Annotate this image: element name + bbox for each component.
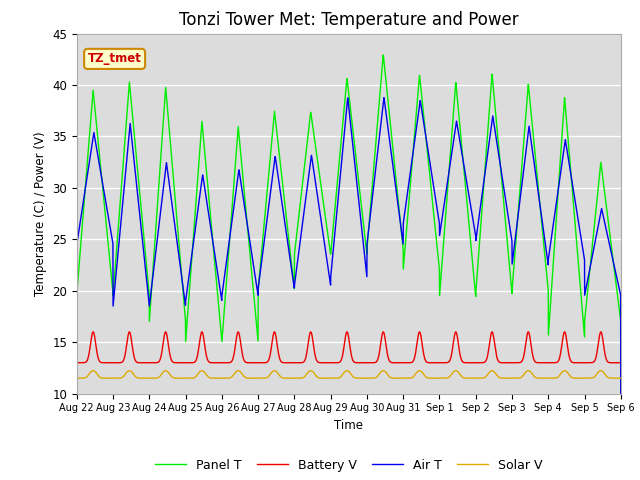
Air T (412, 133, 419, 139)
Air T (380, 95, 388, 100)
Panel T (412, 121, 419, 127)
Solar V (73, 375, 81, 381)
Battery V (90, 329, 97, 335)
Air T (565, 161, 573, 167)
Solar V (617, 375, 625, 381)
Air T (402, 202, 410, 207)
Battery V (617, 360, 625, 366)
Battery V (402, 360, 410, 366)
Battery V (73, 360, 81, 366)
Battery V (189, 360, 197, 365)
Line: Panel T: Panel T (77, 55, 621, 480)
X-axis label: Time: Time (334, 419, 364, 432)
Panel T (565, 151, 573, 156)
Panel T (225, 249, 232, 254)
Line: Battery V: Battery V (77, 332, 621, 363)
Air T (225, 242, 232, 248)
Battery V (565, 354, 573, 360)
Solar V (565, 372, 573, 378)
Battery V (412, 351, 419, 357)
Solar V (412, 372, 419, 377)
Line: Air T: Air T (77, 97, 621, 480)
Air T (73, 241, 81, 247)
Panel T (617, 316, 625, 322)
Solar V (617, 375, 625, 381)
Battery V (617, 360, 625, 366)
Panel T (402, 235, 410, 241)
Panel T (189, 234, 197, 240)
Y-axis label: Temperature (C) / Power (V): Temperature (C) / Power (V) (34, 132, 47, 296)
Air T (617, 292, 625, 298)
Solar V (189, 375, 197, 381)
Air T (189, 240, 197, 246)
Title: Tonzi Tower Met: Temperature and Power: Tonzi Tower Met: Temperature and Power (179, 11, 518, 29)
Legend: Panel T, Battery V, Air T, Solar V: Panel T, Battery V, Air T, Solar V (150, 454, 548, 477)
Solar V (402, 375, 410, 381)
Text: TZ_tmet: TZ_tmet (88, 52, 141, 65)
Line: Solar V: Solar V (77, 371, 621, 378)
Solar V (225, 375, 233, 381)
Solar V (90, 368, 97, 373)
Panel T (380, 52, 387, 58)
Battery V (225, 360, 233, 366)
Panel T (73, 291, 81, 297)
